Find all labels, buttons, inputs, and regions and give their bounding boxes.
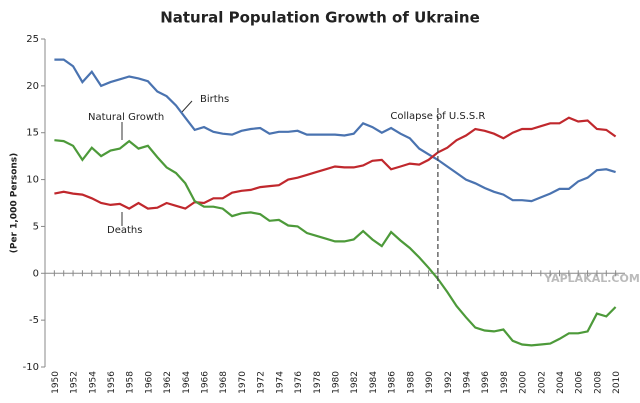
x-tick-label: 1984: [369, 371, 379, 394]
x-tick-label: 1986: [388, 371, 398, 394]
x-tick-label: 1988: [406, 371, 416, 394]
x-tick-label: 2002: [537, 371, 547, 394]
x-tick-label: 1998: [500, 371, 510, 394]
y-tick-label: -10: [23, 362, 39, 373]
births-label: Births: [200, 94, 229, 105]
y-tick-label: 15: [26, 128, 39, 139]
x-tick-label: 1992: [444, 371, 454, 394]
series-line: [54, 139, 617, 347]
x-tick-label: 2006: [575, 371, 585, 394]
x-tick-label: 1976: [294, 371, 304, 394]
chart-title: Natural Population Growth of Ukraine: [160, 9, 480, 27]
x-tick-label: 2008: [593, 371, 603, 394]
x-tick-label: 1990: [425, 371, 435, 394]
y-tick-label: -5: [29, 315, 39, 326]
x-tick-label: 1950: [51, 371, 61, 394]
growth-label: Natural Growth: [88, 112, 164, 123]
leader: [181, 100, 193, 113]
x-tick-label: 1954: [88, 371, 98, 394]
y-tick-label: 0: [33, 268, 39, 279]
watermark: YAPLAKAL.COM: [543, 272, 640, 285]
x-tick-label: 1966: [201, 371, 211, 394]
y-tick-label: 5: [33, 221, 39, 232]
x-tick-label: 2004: [556, 371, 566, 394]
vline-label: Collapse of U.S.S.R: [390, 111, 485, 122]
x-tick-label: 1980: [332, 371, 342, 394]
y-tick-label: 25: [26, 34, 39, 45]
x-tick-label: 1956: [107, 371, 117, 394]
x-tick-label: 1978: [313, 371, 323, 394]
x-tick-label: 1974: [275, 371, 285, 394]
deaths-label: Deaths: [107, 225, 142, 236]
series-line: [54, 116, 617, 210]
x-tick-label: 1964: [182, 371, 192, 394]
y-tick-label: 20: [26, 81, 39, 92]
x-tick-label: 1958: [126, 371, 136, 394]
series-line: [54, 58, 616, 203]
x-tick-label: 1994: [462, 371, 472, 394]
x-tick-label: 1982: [350, 371, 360, 394]
x-tick-label: 1996: [481, 371, 491, 394]
x-tick-label: 2010: [612, 371, 622, 394]
x-tick-label: 1970: [238, 371, 248, 394]
x-tick-label: 1972: [257, 371, 267, 394]
y-axis-label: (Per 1,000 Persons): [10, 153, 20, 254]
y-tick-label: 10: [26, 175, 39, 186]
x-tick-label: 1952: [70, 371, 80, 394]
x-tick-label: 1960: [144, 371, 154, 394]
x-tick-label: 1962: [163, 371, 173, 394]
x-tick-label: 1968: [219, 371, 229, 394]
x-tick-label: 2000: [519, 371, 529, 394]
